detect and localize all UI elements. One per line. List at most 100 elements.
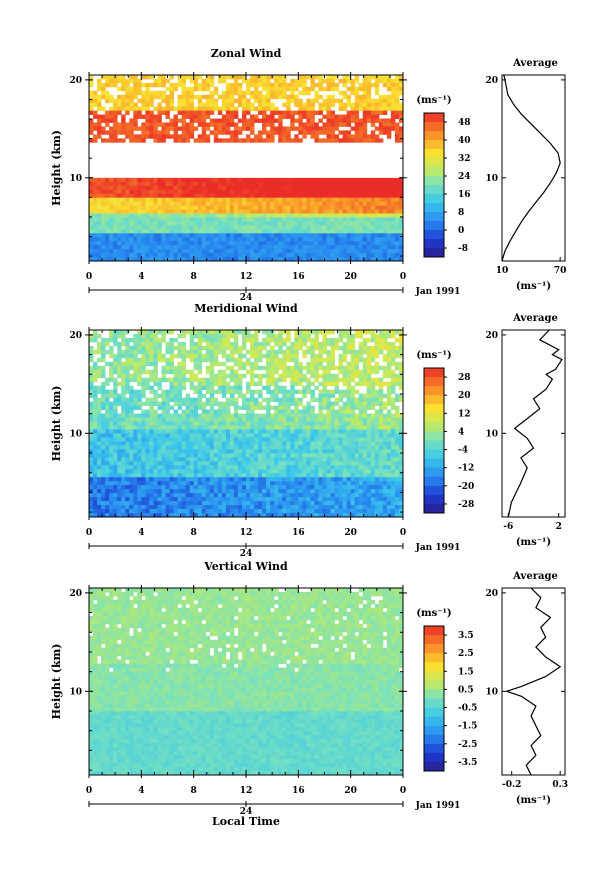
heatmap-cell [181, 205, 187, 210]
heatmap-cell [266, 229, 271, 234]
heatmap-cell [294, 449, 299, 454]
heatmap-cell [129, 365, 134, 371]
heatmap-cell [125, 345, 130, 351]
heatmap-cell [298, 437, 303, 442]
heatmap-cell [141, 357, 146, 363]
heatmap-cell [189, 441, 195, 446]
heatmap-cell [382, 437, 388, 442]
heatmap-cell [350, 90, 356, 96]
heatmap-cell [141, 138, 146, 143]
heatmap-cell [286, 181, 291, 187]
heatmap-cell [217, 94, 223, 100]
heatmap-cell [149, 118, 154, 123]
heatmap-cell [137, 181, 142, 187]
heatmap-cell [241, 337, 247, 343]
heatmap-cell [229, 373, 235, 379]
heatmap-cell [334, 429, 339, 434]
heatmap-cell [294, 373, 299, 379]
heatmap-cell [266, 413, 271, 418]
heatmap-cell [181, 110, 187, 115]
heatmap-cell [302, 417, 307, 422]
heatmap-cell [233, 457, 239, 462]
heatmap-cell [330, 389, 335, 395]
heatmap-cell [221, 373, 227, 379]
heatmap-cell [306, 429, 311, 434]
heatmap-cell [177, 75, 182, 80]
heatmap-cell [109, 98, 114, 104]
heatmap-cell [322, 381, 327, 387]
heatmap-cell [93, 201, 98, 206]
heatmap-cell [310, 201, 315, 206]
heatmap-cell [338, 102, 344, 108]
heatmap-cell [97, 126, 102, 131]
colorbar-tick-label: 16 [458, 190, 471, 200]
heatmap-cell [189, 397, 195, 403]
heatmap-cell [109, 373, 114, 379]
heatmap-cell [282, 349, 287, 355]
heatmap-cell [358, 369, 364, 375]
heatmap-cell [254, 401, 259, 406]
heatmap-cell [229, 345, 235, 351]
heatmap-cell [290, 449, 295, 454]
heatmap-cell [165, 453, 170, 458]
heatmap-cell [205, 94, 211, 100]
heatmap-cell [286, 417, 291, 422]
heatmap-cell [374, 118, 380, 123]
heatmap-cell [322, 138, 327, 143]
heatmap-cell [350, 110, 356, 115]
heatmap-cell [121, 201, 126, 206]
colorbar-swatch [424, 113, 444, 123]
heatmap-cell [262, 78, 267, 84]
heatmap-cell [189, 90, 195, 96]
heatmap-cell [177, 349, 182, 355]
heatmap-cell [201, 217, 207, 222]
heatmap-cell [161, 225, 166, 230]
heatmap-cell [246, 122, 251, 127]
heatmap-cell [382, 225, 388, 230]
heatmap-cell [89, 445, 94, 450]
heatmap-cell [185, 457, 191, 462]
heatmap-cell [93, 361, 98, 367]
heatmap-cell [338, 122, 344, 127]
heatmap-cell [246, 217, 251, 222]
heatmap-cell [274, 118, 279, 123]
heatmap-cell [153, 373, 158, 379]
heatmap-cell [129, 353, 134, 359]
heatmap-cell [193, 345, 199, 351]
heatmap-cell [121, 126, 126, 131]
heatmap-cell [153, 397, 158, 403]
heatmap-cell [374, 106, 380, 112]
heatmap-cell [262, 193, 267, 199]
heatmap-cell [109, 106, 114, 112]
heatmap-cell [326, 381, 331, 387]
heatmap-cell [133, 445, 138, 450]
heatmap-cell [278, 405, 283, 410]
heatmap-cell [97, 253, 102, 258]
heatmap-cell [250, 189, 255, 195]
heatmap-cell [394, 409, 400, 414]
heatmap-cell [378, 98, 384, 104]
heatmap-cell [366, 209, 372, 214]
heatmap-cell [358, 181, 364, 187]
heatmap-cell [270, 377, 275, 383]
heatmap-cell [322, 457, 327, 462]
heatmap-cell [89, 337, 94, 343]
heatmap-cell [250, 213, 255, 218]
heatmap-cell [113, 433, 118, 438]
heatmap-cell [237, 389, 243, 395]
heatmap-cell [386, 106, 392, 112]
heatmap-cell [193, 457, 199, 462]
heatmap-cell [342, 94, 348, 100]
heatmap-cell [213, 361, 219, 367]
heatmap-cell [157, 413, 162, 418]
heatmap-cell [181, 249, 187, 254]
heatmap-cell [298, 118, 303, 123]
heatmap-cell [105, 457, 110, 462]
heatmap-cell [250, 361, 255, 367]
heatmap-cell [386, 365, 392, 371]
heatmap-cell [362, 381, 368, 387]
heatmap-cell [177, 193, 182, 199]
x-tick-label: 4 [138, 272, 144, 282]
heatmap-cell [137, 405, 142, 410]
heatmap-cell [125, 197, 130, 203]
